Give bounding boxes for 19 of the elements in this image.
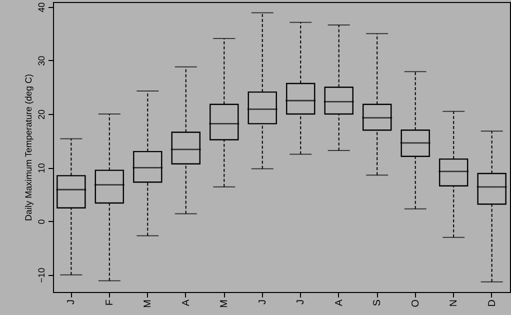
x-tick-label: O [410,299,422,308]
y-tick-label: 40 [36,2,46,12]
y-tick-label: 0 [36,219,46,224]
x-tick-label: M [219,300,230,308]
x-tick-label: D [486,300,498,307]
y-axis-title: Daily Maximum Temperature (deg C) [24,74,34,221]
y-tick-label: 10 [36,163,46,174]
y-tick-label: −10 [36,268,46,283]
x-tick-label: S [372,299,384,306]
y-tick-label: 30 [36,56,46,66]
x-tick-label: J [66,300,78,304]
x-tick-label: F [104,300,116,306]
x-tick-label: M [142,300,154,308]
y-tick-label: 20 [36,110,46,120]
x-tick-label: N [448,300,460,307]
x-tick-label: A [180,299,192,306]
x-tick-label: J [257,300,268,304]
x-tick-label: J [296,300,307,304]
x-tick-label: A [334,299,345,306]
